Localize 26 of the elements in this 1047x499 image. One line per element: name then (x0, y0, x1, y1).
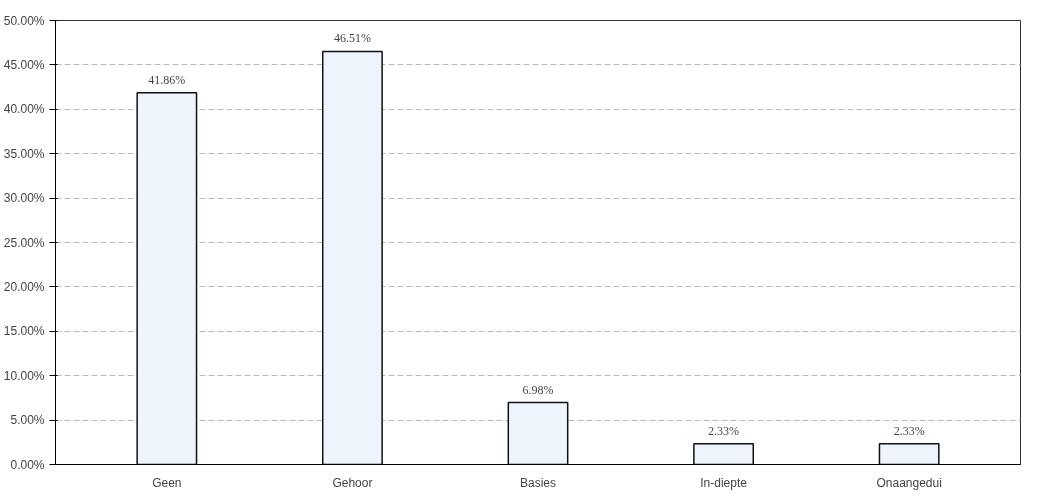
y-tick-label: 15.00% (3, 324, 45, 339)
data-label: 46.51% (333, 31, 371, 46)
y-tick-label: 25.00% (3, 235, 45, 250)
bar (507, 401, 569, 465)
data-label: 2.33% (708, 423, 740, 438)
y-tick-label: 5.00% (10, 413, 45, 428)
y-tick-label: 20.00% (3, 279, 45, 294)
data-label: 2.33% (893, 423, 925, 438)
y-tick-label: 0.00% (10, 457, 45, 472)
data-label: 6.98% (522, 382, 554, 397)
bar (136, 92, 198, 465)
x-tick-label: Geen (152, 475, 182, 490)
bar (878, 443, 940, 465)
x-tick-label: Gehoor (332, 475, 373, 490)
x-tick-label: Basies (519, 475, 557, 490)
y-tick-label: 40.00% (3, 102, 45, 117)
data-label: 41.86% (148, 72, 186, 87)
y-tick-label: 35.00% (3, 146, 45, 161)
y-tick-label: 50.00% (3, 13, 45, 28)
y-tick-label: 10.00% (3, 368, 45, 383)
bar (693, 443, 755, 465)
x-tick-label: Onaangedui (876, 475, 942, 490)
x-tick-label: In-diepte (700, 475, 748, 490)
y-tick-label: 30.00% (3, 191, 45, 206)
bar (321, 50, 383, 465)
y-tick-label: 45.00% (3, 57, 45, 72)
